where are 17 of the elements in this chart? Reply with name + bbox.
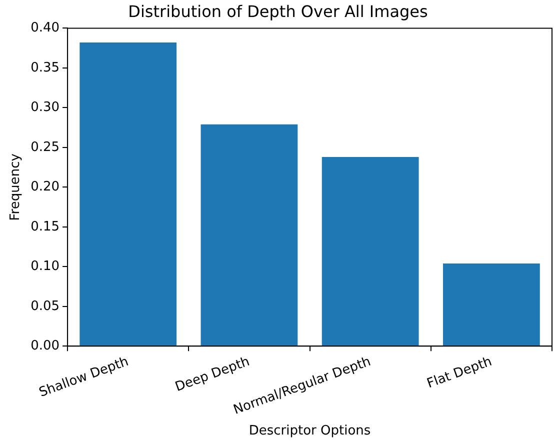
bar xyxy=(322,156,419,346)
y-tick-label: 0.05 xyxy=(30,298,60,314)
y-tick-label: 0.20 xyxy=(30,180,60,195)
y-tick-label: 0.30 xyxy=(30,100,60,116)
y-tick-label: 0.35 xyxy=(30,60,60,76)
bar xyxy=(200,124,298,346)
bar xyxy=(443,263,540,346)
bar xyxy=(80,42,177,346)
y-tick-label: 0.10 xyxy=(30,259,60,274)
chart-title: Distribution of Depth Over All Images xyxy=(128,2,428,21)
y-tick-label: 0.15 xyxy=(30,219,60,234)
y-tick-label: 0.00 xyxy=(30,338,60,354)
y-axis-title: Frequency xyxy=(8,153,24,221)
y-tick-label: 0.40 xyxy=(30,20,60,36)
y-tick-label: 0.25 xyxy=(30,140,60,155)
x-axis-title: Descriptor Options xyxy=(248,424,371,439)
x-tick-label: Flat Depth xyxy=(425,354,494,392)
